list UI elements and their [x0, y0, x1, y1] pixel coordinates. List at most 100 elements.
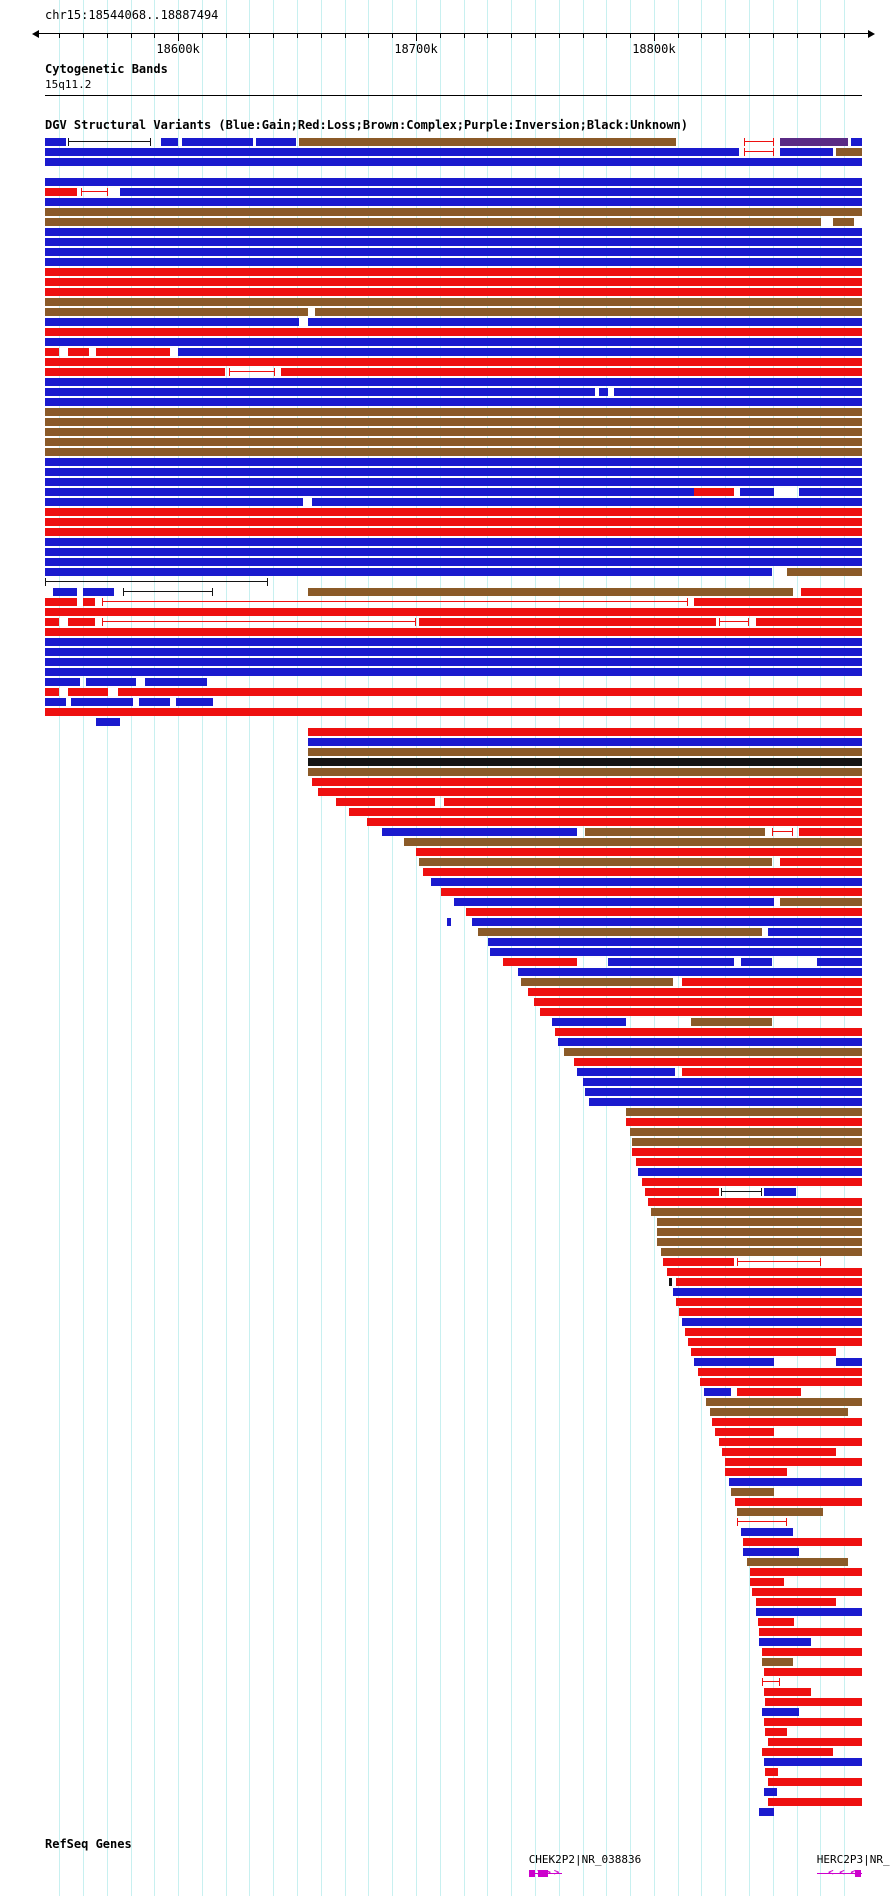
variant-bar[interactable]: [672, 1288, 862, 1296]
variant-bar[interactable]: [443, 798, 862, 806]
variant-bar[interactable]: [521, 978, 673, 986]
variant-bar[interactable]: [703, 1388, 731, 1396]
variant-bar[interactable]: [95, 718, 121, 726]
variant-bar[interactable]: [45, 238, 862, 246]
variant-bar[interactable]: [45, 338, 862, 346]
variant-bar[interactable]: [693, 488, 735, 496]
variant-bar[interactable]: [576, 1068, 676, 1076]
variant-bar[interactable]: [527, 988, 862, 996]
variant-bar[interactable]: [45, 688, 59, 696]
variant-bar[interactable]: [687, 1338, 862, 1346]
variant-bar[interactable]: [45, 298, 862, 306]
variant-bar[interactable]: [45, 228, 862, 236]
variant-bracket[interactable]: [101, 618, 417, 626]
variant-bar[interactable]: [431, 878, 862, 886]
variant-bar[interactable]: [308, 588, 793, 596]
variant-bar[interactable]: [737, 1388, 802, 1396]
variant-bar[interactable]: [764, 1688, 812, 1696]
variant-bar[interactable]: [447, 918, 451, 926]
variant-bar[interactable]: [761, 1648, 862, 1656]
variant-bar[interactable]: [679, 1308, 862, 1316]
variant-bar[interactable]: [734, 1498, 862, 1506]
variant-bar[interactable]: [45, 508, 862, 516]
variant-bar[interactable]: [45, 448, 862, 456]
variant-bar[interactable]: [585, 828, 766, 836]
variant-bar[interactable]: [722, 1448, 836, 1456]
variant-bracket[interactable]: [744, 148, 775, 156]
variant-bar[interactable]: [669, 1278, 672, 1286]
variant-bar[interactable]: [759, 1808, 775, 1816]
variant-bar[interactable]: [308, 318, 862, 326]
variant-bar[interactable]: [502, 958, 577, 966]
variant-bar[interactable]: [583, 1078, 862, 1086]
variant-bar[interactable]: [691, 1018, 772, 1026]
variant-bar[interactable]: [45, 368, 226, 376]
variant-bar[interactable]: [681, 978, 862, 986]
variant-bar[interactable]: [835, 148, 862, 156]
variant-bar[interactable]: [367, 818, 862, 826]
variant-bar[interactable]: [336, 798, 435, 806]
variant-bar[interactable]: [256, 138, 296, 146]
variant-bar[interactable]: [642, 1178, 862, 1186]
variant-bar[interactable]: [724, 1468, 787, 1476]
variant-bar[interactable]: [45, 468, 862, 476]
variant-bar[interactable]: [45, 428, 862, 436]
variant-bar[interactable]: [589, 1098, 862, 1106]
variant-bar[interactable]: [712, 1418, 862, 1426]
variant-bar[interactable]: [83, 598, 96, 606]
variant-bar[interactable]: [799, 828, 862, 836]
gene-label[interactable]: HERC2P3|NR_: [816, 1853, 890, 1866]
variant-bar[interactable]: [758, 1618, 794, 1626]
variant-bar[interactable]: [45, 638, 862, 646]
variant-bracket[interactable]: [80, 188, 108, 196]
variant-bar[interactable]: [697, 1368, 862, 1376]
variant-bar[interactable]: [764, 1188, 797, 1196]
variant-bar[interactable]: [693, 1358, 775, 1366]
variant-bar[interactable]: [768, 928, 862, 936]
variant-bar[interactable]: [675, 1278, 862, 1286]
variant-bar[interactable]: [835, 1358, 862, 1366]
variant-bar[interactable]: [817, 958, 862, 966]
variant-bar[interactable]: [311, 498, 862, 506]
variant-bar[interactable]: [539, 1008, 862, 1016]
variant-bar[interactable]: [45, 438, 862, 446]
variant-bracket[interactable]: [718, 618, 750, 626]
variant-bar[interactable]: [71, 698, 133, 706]
variant-bar[interactable]: [45, 328, 862, 336]
variant-bar[interactable]: [418, 858, 772, 866]
variant-bar[interactable]: [780, 138, 849, 146]
variant-bar[interactable]: [693, 598, 862, 606]
variant-bracket[interactable]: [761, 1678, 781, 1686]
variant-bar[interactable]: [743, 1548, 799, 1556]
variant-bar[interactable]: [45, 678, 80, 686]
variant-bar[interactable]: [45, 458, 862, 466]
variant-bar[interactable]: [315, 308, 862, 316]
variant-bar[interactable]: [280, 368, 862, 376]
variant-bar[interactable]: [685, 1328, 862, 1336]
variant-bar[interactable]: [45, 548, 862, 556]
variant-bar[interactable]: [45, 558, 862, 566]
variant-bar[interactable]: [629, 1128, 862, 1136]
variant-bar[interactable]: [636, 1158, 862, 1166]
variant-bar[interactable]: [681, 1318, 862, 1326]
variant-bar[interactable]: [718, 1438, 862, 1446]
variant-bar[interactable]: [759, 1638, 812, 1646]
variant-bar[interactable]: [761, 1708, 799, 1716]
variant-bracket[interactable]: [744, 138, 775, 146]
variant-bar[interactable]: [45, 358, 862, 366]
variant-bar[interactable]: [45, 408, 862, 416]
variant-bracket[interactable]: [68, 138, 152, 146]
variant-bar[interactable]: [728, 1478, 862, 1486]
variant-bar[interactable]: [45, 418, 862, 426]
variant-bar[interactable]: [613, 388, 862, 396]
variant-bar[interactable]: [45, 218, 821, 226]
variant-bar[interactable]: [780, 148, 834, 156]
variant-bar[interactable]: [85, 678, 137, 686]
variant-bar[interactable]: [737, 1508, 824, 1516]
variant-bar[interactable]: [45, 708, 862, 716]
variant-bracket[interactable]: [737, 1518, 787, 1526]
variant-bar[interactable]: [743, 1538, 862, 1546]
gene-line[interactable]: [816, 1873, 862, 1874]
variant-bar[interactable]: [801, 588, 862, 596]
variant-bar[interactable]: [764, 1788, 777, 1796]
